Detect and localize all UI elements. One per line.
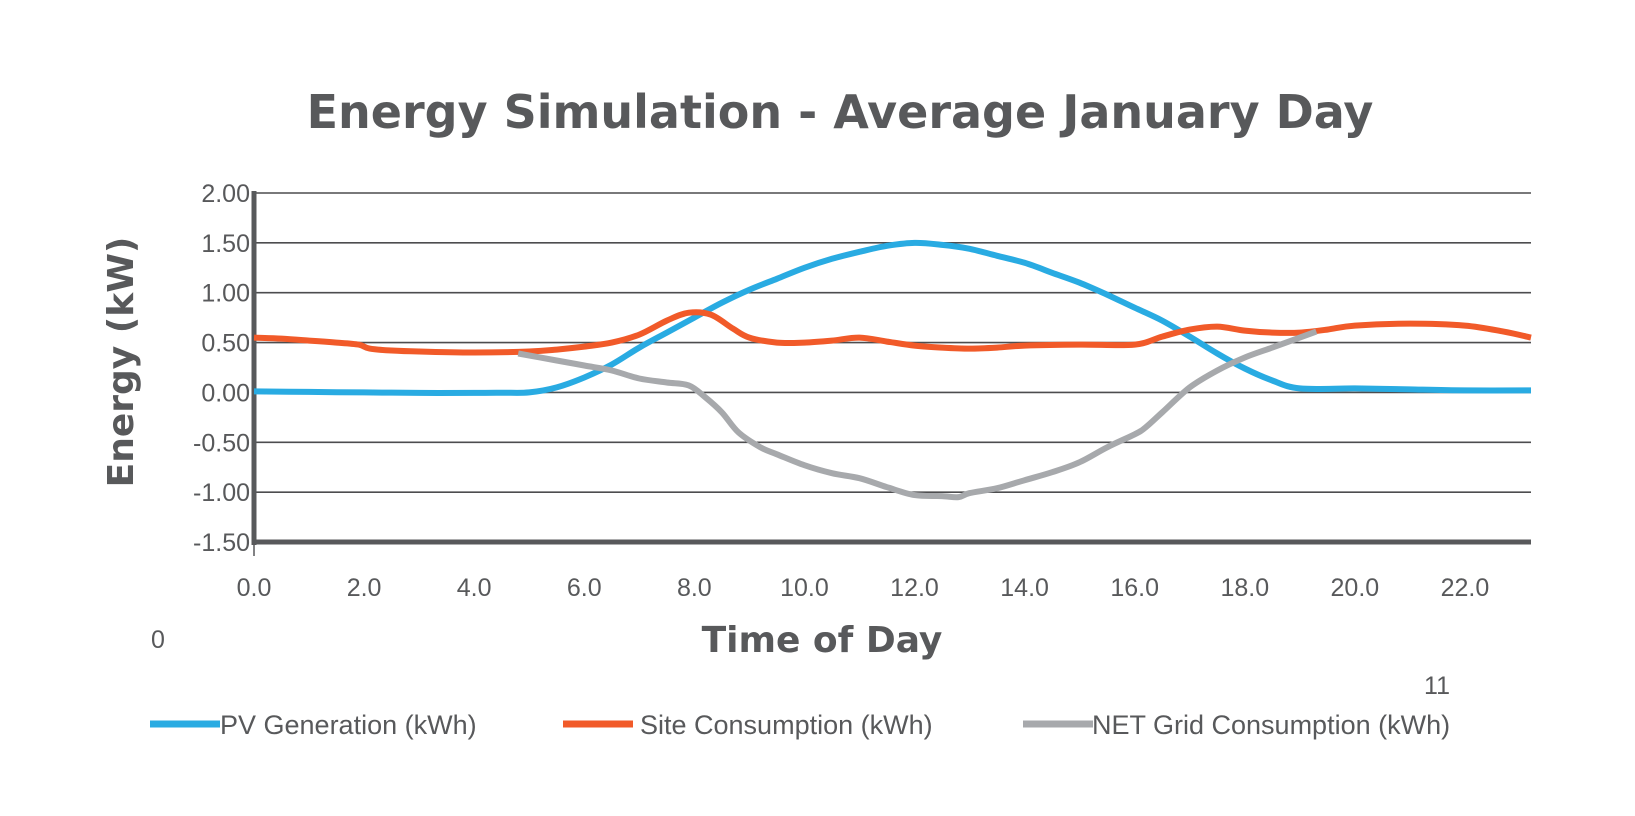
x-tick-label-4: 8.0 (677, 574, 712, 602)
legend-label-pv-generation: PV Generation (kWh) (220, 710, 477, 740)
legend-label-site-consumption: Site Consumption (kWh) (640, 710, 933, 740)
x-tick-label-0: 0.0 (237, 574, 272, 602)
y-tick-label-0: 2.00 (201, 180, 250, 208)
x-tick-label-5: 10.0 (780, 574, 829, 602)
x-tick-label-10: 20.0 (1331, 574, 1380, 602)
annotation-eleven: 11 (1424, 672, 1450, 700)
series-lines (253, 239, 1532, 501)
x-tick-label-9: 18.0 (1220, 574, 1269, 602)
x-tick-label-2: 4.0 (457, 574, 492, 602)
x-tick-label-7: 14.0 (1000, 574, 1049, 602)
series-line-site-consumption (253, 309, 1532, 356)
x-tick-label-6: 12.0 (890, 574, 939, 602)
series-line-net-grid-consumption (517, 328, 1318, 501)
y-tick-label-3: 0.50 (201, 330, 250, 358)
y-tick-label-4: 0.00 (201, 379, 250, 407)
y-tick-label-1: 1.50 (201, 230, 250, 258)
y-axis-title: Energy (kW) (101, 237, 142, 488)
x-tick-label-8: 16.0 (1110, 574, 1159, 602)
axes (251, 191, 1531, 556)
x-tick-label-3: 6.0 (567, 574, 602, 602)
legend: PV Generation (kWh) Site Consumption (kWh… (150, 710, 1450, 740)
annotation-zero: 0 (151, 626, 165, 654)
y-tick-label-2: 1.00 (201, 280, 250, 308)
legend-label-net-grid-consumption: NET Grid Consumption (kWh) (1092, 710, 1450, 740)
y-tick-label-6: -1.00 (193, 479, 250, 507)
x-tick-label-1: 2.0 (347, 574, 382, 602)
x-tick-labels: 0.0 2.0 4.0 6.0 8.0 10.0 12.0 14.0 16.0 18.0 20.0 2… (237, 574, 1490, 602)
y-tick-label-5: -0.50 (193, 429, 250, 457)
chart-title: Energy Simulation - Average January Day (307, 85, 1374, 139)
y-tick-labels: 2.00 1.50 1.00 0.50 0.00 -0.50 -1.00 -1.50 (193, 180, 250, 557)
x-tick-label-11: 22.0 (1441, 574, 1490, 602)
x-axis-title: Time of Day (702, 620, 943, 661)
series-line-pv-generation (253, 239, 1532, 396)
y-tick-label-7: -1.50 (193, 529, 250, 557)
